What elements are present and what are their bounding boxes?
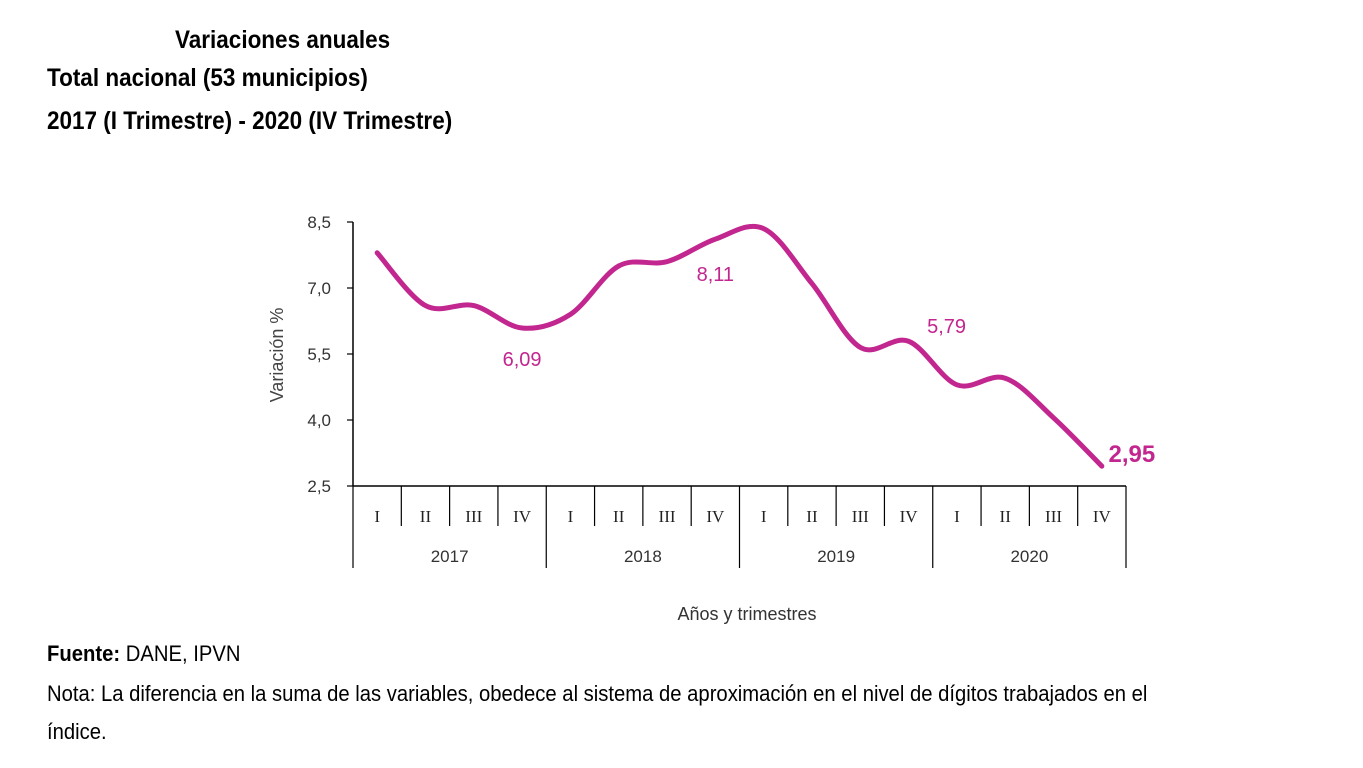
y-axis-label: Variación % xyxy=(267,308,287,403)
chart-axes xyxy=(352,222,1126,487)
x-axis-label: Años y trimestres xyxy=(677,604,816,624)
y-tick-label: 8,5 xyxy=(307,213,331,232)
source-label: Fuente: xyxy=(47,641,121,666)
y-axis-ticks: 8,5 7,0 5,5 4,0 2,5 xyxy=(307,213,353,496)
quarter-label: I xyxy=(374,507,380,526)
series-line xyxy=(374,223,1105,469)
quarter-label: I xyxy=(954,507,960,526)
quarter-label: III xyxy=(659,507,676,526)
quarter-label: II xyxy=(613,507,625,526)
quarter-label: III xyxy=(1045,507,1062,526)
quarter-label: II xyxy=(1000,507,1012,526)
year-label: 2018 xyxy=(624,547,662,566)
line-chart: 8,57,05,54,02,5 I II III IV I II III IV I II III IV… xyxy=(267,213,1156,624)
y-tick-label: 4,0 xyxy=(307,411,331,430)
quarter-label: II xyxy=(806,507,818,526)
source-text: DANE, IPVN xyxy=(120,641,241,666)
chart-subtitle: Total nacional (53 municipios) xyxy=(47,64,368,92)
year-label: 2020 xyxy=(1010,547,1048,566)
footnote-line-1: Nota: La diferencia en la suma de las va… xyxy=(47,681,1148,706)
quarter-label: I xyxy=(568,507,574,526)
quarter-label: III xyxy=(465,507,482,526)
source-note: Fuente: DANE, IPVN xyxy=(47,641,240,667)
data-labels: 6,09 8,11 5,79 2,95 xyxy=(503,264,1156,468)
quarter-label: IV xyxy=(1093,507,1112,526)
quarter-label: I xyxy=(761,507,767,526)
quarter-label: IV xyxy=(706,507,725,526)
footnote-line-2: índice. xyxy=(47,719,107,744)
chart-title: Variaciones anuales xyxy=(175,26,391,54)
y-tick-label: 7,0 xyxy=(307,279,331,298)
quarter-label: IV xyxy=(513,507,532,526)
year-label: 2017 xyxy=(431,547,469,566)
quarter-label: III xyxy=(852,507,869,526)
data-label: 6,09 xyxy=(503,349,542,371)
quarter-label: IV xyxy=(900,507,919,526)
y-tick-label: 2,5 xyxy=(307,477,331,496)
data-label: 8,11 xyxy=(697,264,734,286)
chart-period: 2017 (I Trimestre) - 2020 (IV Trimestre) xyxy=(47,107,453,135)
data-label: 5,79 xyxy=(927,316,966,338)
quarter-label: II xyxy=(420,507,432,526)
year-label: 2019 xyxy=(817,547,855,566)
y-tick-label: 5,5 xyxy=(307,345,331,364)
data-label: 2,95 xyxy=(1108,441,1155,468)
